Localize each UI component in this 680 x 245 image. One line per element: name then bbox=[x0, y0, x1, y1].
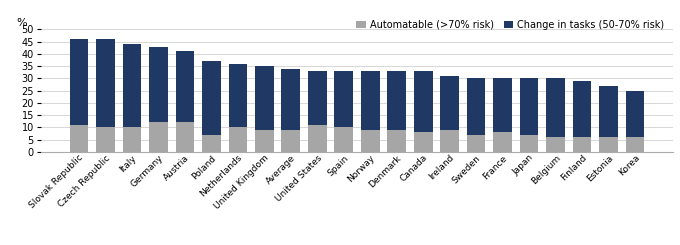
Bar bbox=[96, 39, 115, 127]
Bar bbox=[573, 81, 592, 137]
Bar bbox=[573, 137, 592, 152]
Bar bbox=[228, 127, 247, 152]
Bar bbox=[255, 66, 273, 130]
Bar bbox=[202, 61, 220, 135]
Bar bbox=[122, 127, 141, 152]
Bar bbox=[335, 71, 353, 127]
Bar bbox=[255, 130, 273, 152]
Bar bbox=[414, 132, 432, 152]
Y-axis label: %: % bbox=[16, 18, 27, 28]
Bar bbox=[282, 130, 300, 152]
Bar bbox=[69, 125, 88, 152]
Bar bbox=[467, 78, 486, 135]
Bar bbox=[149, 122, 167, 152]
Bar bbox=[69, 39, 88, 125]
Bar bbox=[361, 130, 379, 152]
Bar bbox=[441, 76, 459, 130]
Bar bbox=[308, 71, 326, 125]
Bar bbox=[361, 71, 379, 130]
Bar bbox=[520, 135, 539, 152]
Bar bbox=[202, 135, 220, 152]
Bar bbox=[599, 86, 618, 137]
Bar bbox=[388, 71, 406, 130]
Bar bbox=[467, 135, 486, 152]
Bar bbox=[626, 91, 645, 137]
Bar bbox=[388, 130, 406, 152]
Bar bbox=[626, 137, 645, 152]
Bar bbox=[520, 78, 539, 135]
Bar bbox=[228, 64, 247, 127]
Bar bbox=[122, 44, 141, 127]
Legend: Automatable (>70% risk), Change in tasks (50-70% risk): Automatable (>70% risk), Change in tasks… bbox=[352, 16, 668, 34]
Bar bbox=[175, 51, 194, 122]
Bar bbox=[547, 78, 565, 137]
Bar bbox=[414, 71, 432, 132]
Bar bbox=[599, 137, 618, 152]
Bar bbox=[175, 122, 194, 152]
Bar bbox=[441, 130, 459, 152]
Bar bbox=[308, 125, 326, 152]
Bar bbox=[547, 137, 565, 152]
Bar bbox=[494, 132, 512, 152]
Bar bbox=[494, 78, 512, 132]
Bar bbox=[96, 127, 115, 152]
Bar bbox=[149, 47, 167, 122]
Bar bbox=[335, 127, 353, 152]
Bar bbox=[282, 69, 300, 130]
